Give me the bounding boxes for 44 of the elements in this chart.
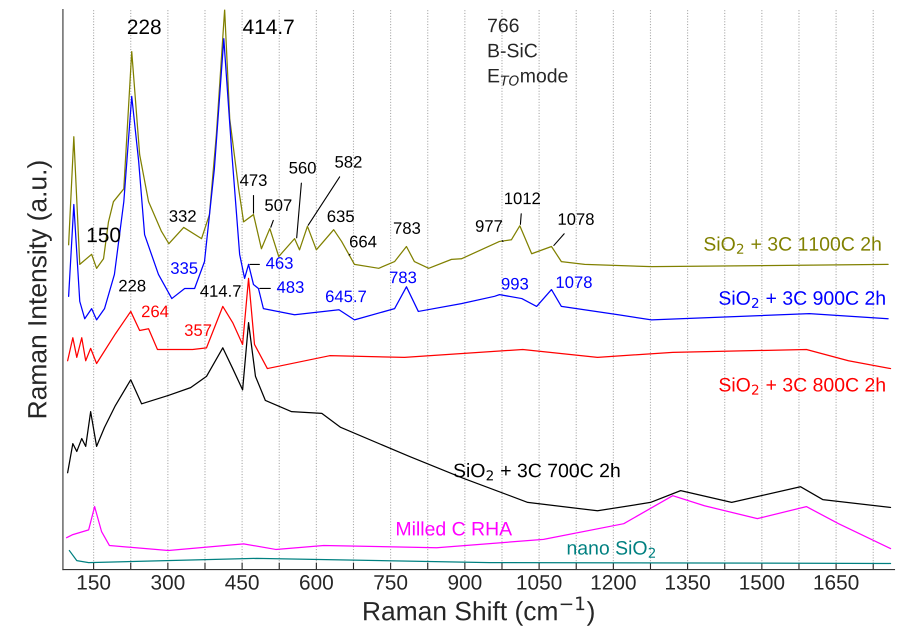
series-label: nano SiO$_{2}$: [568, 540, 656, 558]
x-tick-label: 1200: [592, 575, 636, 590]
x-tick-label: 450: [225, 575, 259, 590]
series-label: SiO$_{2}$ + 3C 1100C 2h: [704, 236, 881, 254]
annotation: 332: [169, 210, 196, 222]
x-axis-title: Raman Shift (cm$^{−1}$): [364, 596, 594, 626]
annotation: 766 B-SiC E$_{TO}$mode: [488, 18, 568, 86]
annotation: 582: [335, 156, 362, 168]
x-tick-label: 1350: [666, 575, 710, 590]
annotation: 483: [276, 281, 304, 293]
annotation: 335: [170, 262, 198, 274]
annotation: 645.7: [326, 290, 366, 302]
annotation: 473: [240, 174, 267, 186]
annotation: 414.7: [200, 285, 241, 297]
annotation: 414.7: [243, 20, 294, 34]
annotation: 993: [502, 278, 528, 290]
series-label: SiO$_{2}$ + 3C 700C 2h: [454, 463, 620, 480]
annotation: 507: [265, 199, 292, 212]
annotation: 1078: [556, 276, 592, 288]
annotation: 1012: [505, 192, 540, 204]
x-tick-label: 900: [448, 575, 482, 590]
annotation: 783: [394, 222, 420, 234]
annotation: 664: [350, 236, 376, 248]
annotation: 560: [289, 162, 316, 174]
x-tick-label: 1050: [518, 575, 562, 590]
x-tick-label: 300: [151, 575, 184, 590]
annotation: 264: [142, 305, 168, 318]
annotation: 357: [184, 324, 212, 336]
annotation: 977: [476, 220, 502, 232]
annotation: 1078: [558, 213, 594, 225]
series-label: Milled C RHA: [397, 521, 512, 536]
annotation: 463: [266, 257, 293, 269]
y-axis-title: Raman Intensity (a.u.): [27, 161, 52, 418]
x-tick-label: 750: [374, 575, 408, 590]
x-tick-label: 600: [300, 575, 333, 590]
annotation: 635: [328, 210, 354, 222]
annotation: 228: [128, 19, 161, 34]
series-label: SiO$_{2}$ + 3C 900C 2h: [719, 290, 885, 308]
x-tick-label: 150: [78, 575, 110, 590]
x-tick-label: 1650: [814, 575, 858, 590]
annotation: 228: [119, 280, 146, 292]
annotation: 783: [390, 271, 416, 284]
x-tick-label: 1500: [740, 575, 784, 590]
series-label: SiO$_{2}$ + 3C 800C 2h: [719, 377, 885, 395]
